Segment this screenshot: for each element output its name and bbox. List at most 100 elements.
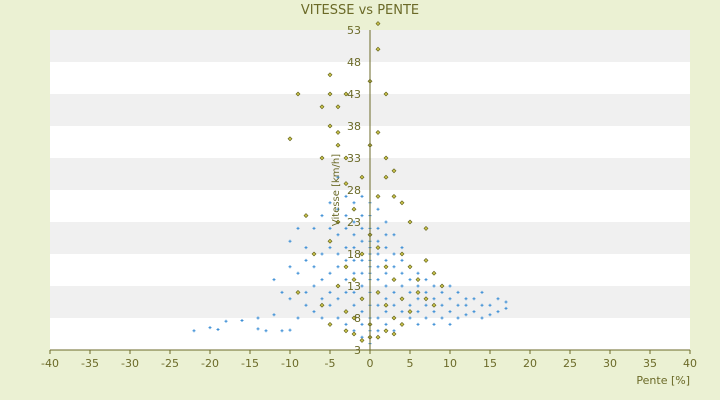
x-tick-label: 5 [407,357,414,370]
data-point [344,258,348,262]
data-point [319,302,325,308]
data-point [448,297,452,301]
data-point [383,302,389,308]
data-point [392,265,396,269]
data-point [295,289,301,295]
data-point [392,290,396,294]
y-tick-label: 43 [347,88,361,101]
data-point [328,303,332,307]
data-point [335,142,341,148]
data-point [304,246,308,250]
data-point [360,310,364,314]
data-point [344,246,348,250]
data-point [440,316,444,320]
y-tick-label: 38 [347,120,361,133]
chart-title: VITESSE vs PENTE [301,3,419,18]
data-point [192,329,196,333]
data-point [376,278,380,282]
data-point [488,313,492,317]
data-point [376,265,380,269]
data-point [328,246,332,250]
data-point [416,322,420,326]
data-point [424,290,428,294]
data-point [488,303,492,307]
data-point [376,239,380,243]
data-point [375,129,381,135]
data-point [384,220,388,224]
data-point [328,201,332,205]
data-point [304,290,308,294]
data-point [352,246,356,250]
y-tick-label: 48 [347,56,361,69]
data-point [496,297,500,301]
data-point [352,258,356,262]
data-point [423,225,429,231]
data-point [352,303,356,307]
data-point [320,214,324,218]
data-point [336,175,340,179]
data-point [472,310,476,314]
data-point [399,321,405,327]
y-tick-label: 53 [347,24,361,37]
data-point [440,290,444,294]
data-point [375,245,381,251]
x-tick-label: 10 [443,357,457,370]
data-point [480,303,484,307]
y-tick-label: 33 [347,152,361,165]
data-point [327,72,333,78]
data-point [319,104,325,110]
data-point [376,207,380,211]
data-point [336,207,340,211]
data-point [376,316,380,320]
data-point [343,264,349,270]
data-point [360,226,364,230]
series-olive-points [287,21,445,343]
data-point [456,290,460,294]
data-point [296,271,300,275]
data-point [360,258,364,262]
data-point [400,258,404,262]
data-point [383,155,389,161]
data-point [439,283,445,289]
data-point [504,300,508,304]
data-point [264,329,268,333]
data-point [352,201,356,205]
data-point [328,290,332,294]
data-point [312,284,316,288]
data-point [407,309,413,315]
data-point [272,278,276,282]
x-tick-label: -15 [241,357,259,370]
data-point [384,233,388,237]
data-point [424,278,428,282]
data-point [431,270,437,276]
data-point [384,297,388,301]
data-point [383,328,389,334]
data-point [392,303,396,307]
x-tick-label: -30 [121,357,139,370]
data-point [416,297,420,301]
data-point [400,284,404,288]
data-point [296,316,300,320]
data-point [456,316,460,320]
y-tick-label: 23 [347,216,361,229]
data-point [335,283,341,289]
data-point [504,306,508,310]
data-point [440,303,444,307]
data-point [359,174,365,180]
data-point [432,297,436,301]
data-point [287,136,293,142]
data-point [303,213,309,219]
data-point [391,331,397,337]
data-point [431,302,437,308]
x-tick-label: -5 [325,357,336,370]
data-point [344,194,348,198]
data-point [432,322,436,326]
data-point [415,277,421,283]
data-point [351,331,357,337]
data-point [336,316,340,320]
y-axis-title: Vitesse [km/h] [331,154,342,226]
data-point [407,264,413,270]
data-point [296,226,300,230]
data-point [280,290,284,294]
